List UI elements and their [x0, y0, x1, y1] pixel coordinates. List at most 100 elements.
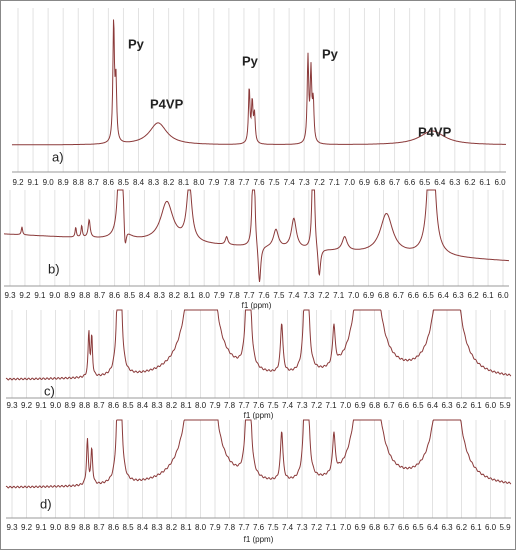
x-tick-label: 7.5 [269, 178, 281, 187]
x-tick-label: 6.1 [479, 178, 491, 187]
x-tick-label: 6.7 [383, 523, 395, 532]
x-tick-label: 9.3 [6, 523, 18, 532]
x-tick-label: 8.4 [139, 291, 151, 300]
spectrum-trace [5, 419, 512, 489]
x-tick-label: 7.2 [311, 523, 323, 532]
axis-title: f1 (ppm) [242, 301, 272, 310]
x-tick-label: 8.8 [79, 523, 91, 532]
x-tick-label: 6.4 [438, 291, 450, 300]
x-tick-label: 9.2 [12, 178, 24, 187]
x-tick-label: 8.6 [109, 291, 121, 300]
x-tick-label: 6.2 [468, 291, 480, 300]
x-tick-label: 6.6 [404, 178, 416, 187]
x-tick-label: 7.0 [344, 178, 356, 187]
x-tick-label: 7.7 [238, 178, 250, 187]
x-tick-label: 7.4 [288, 291, 300, 300]
x-tick-label: 8.4 [137, 401, 149, 410]
x-tick-label: 9.0 [50, 523, 62, 532]
x-tick-label: 8.8 [79, 291, 91, 300]
x-tick-label: 7.1 [325, 401, 337, 410]
x-tick-label: 6.0 [485, 523, 497, 532]
x-tick-label: 9.0 [50, 401, 62, 410]
x-tick-label: 7.5 [267, 523, 279, 532]
x-tick-label: 7.1 [329, 178, 341, 187]
x-tick-label: 6.9 [354, 523, 366, 532]
spectrum-trace [4, 189, 509, 282]
x-tick-label: 9.0 [43, 178, 55, 187]
x-tick-label: 8.8 [79, 401, 91, 410]
axis-title: f1 (ppm) [244, 411, 274, 420]
x-tick-label: 6.1 [470, 523, 482, 532]
x-tick-label: 6.9 [363, 291, 375, 300]
x-tick-label: 7.3 [299, 178, 311, 187]
x-tick-label: 8.2 [163, 178, 175, 187]
x-tick-label: 6.3 [449, 178, 461, 187]
x-tick-label: 8.3 [148, 178, 160, 187]
x-tick-label: 7.0 [340, 523, 352, 532]
x-tick-label: 7.8 [224, 401, 236, 410]
x-tick-label: 6.8 [369, 401, 381, 410]
x-tick-label: 7.9 [214, 291, 226, 300]
x-tick-label: 8.6 [103, 178, 115, 187]
x-tick-label: 9.2 [21, 523, 33, 532]
x-tick-label: 7.2 [318, 291, 330, 300]
axis-title: f1 (ppm) [244, 535, 274, 544]
peak-annotation: P4VP [150, 96, 184, 111]
x-tick-label: 6.6 [398, 523, 410, 532]
x-tick-label: 8.3 [154, 291, 166, 300]
x-tick-label: 9.0 [49, 291, 61, 300]
x-tick-label: 6.1 [470, 401, 482, 410]
x-tick-label: 8.0 [195, 401, 207, 410]
x-tick-label: 8.1 [180, 523, 192, 532]
peak-annotation: Py [242, 53, 259, 68]
panel-label: a) [52, 149, 64, 164]
x-tick-label: 8.9 [64, 523, 76, 532]
x-tick-label: 8.7 [93, 523, 105, 532]
x-tick-label: 7.9 [209, 401, 221, 410]
x-tick-label: 7.3 [296, 523, 308, 532]
spectrum-trace [11, 19, 506, 146]
x-tick-label: 8.4 [133, 178, 145, 187]
x-tick-label: 7.4 [282, 401, 294, 410]
x-tick-label: 8.9 [58, 178, 70, 187]
x-tick-label: 6.4 [427, 401, 439, 410]
x-tick-label: 8.8 [73, 178, 85, 187]
x-tick-label: 9.2 [19, 291, 31, 300]
x-tick-label: 5.9 [499, 401, 511, 410]
x-tick-label: 8.9 [64, 291, 76, 300]
x-tick-label: 7.6 [258, 291, 270, 300]
x-tick-label: 6.9 [359, 178, 371, 187]
x-tick-label: 8.0 [199, 291, 211, 300]
x-tick-label: 7.1 [333, 291, 345, 300]
x-tick-label: 7.2 [314, 178, 326, 187]
x-tick-label: 6.2 [464, 178, 476, 187]
x-tick-label: 6.8 [369, 523, 381, 532]
x-tick-label: 8.2 [169, 291, 181, 300]
x-tick-label: 6.0 [485, 401, 497, 410]
peak-annotation: Py [322, 46, 339, 61]
x-tick-label: 7.6 [253, 523, 265, 532]
x-tick-label: 6.4 [427, 523, 439, 532]
x-tick-label: 7.9 [208, 178, 220, 187]
x-tick-label: 8.1 [184, 291, 196, 300]
x-tick-label: 9.2 [21, 401, 33, 410]
x-tick-label: 8.3 [151, 401, 163, 410]
spectrum-trace [5, 309, 512, 381]
x-tick-label: 8.1 [178, 178, 190, 187]
x-tick-label: 8.5 [124, 291, 136, 300]
x-tick-label: 7.2 [311, 401, 323, 410]
x-tick-label: 6.5 [412, 401, 424, 410]
x-tick-label: 7.8 [229, 291, 241, 300]
x-tick-label: 7.0 [348, 291, 360, 300]
x-tick-label: 7.3 [303, 291, 315, 300]
x-tick-label: 6.5 [419, 178, 431, 187]
panel-label: b) [48, 261, 60, 276]
x-tick-label: 7.8 [223, 178, 235, 187]
x-tick-label: 6.1 [482, 291, 494, 300]
x-tick-label: 7.5 [273, 291, 285, 300]
panel-label: d) [40, 496, 52, 511]
x-tick-label: 7.9 [209, 523, 221, 532]
x-tick-label: 8.5 [118, 178, 130, 187]
x-tick-label: 7.3 [296, 401, 308, 410]
x-tick-label: 7.7 [238, 523, 250, 532]
